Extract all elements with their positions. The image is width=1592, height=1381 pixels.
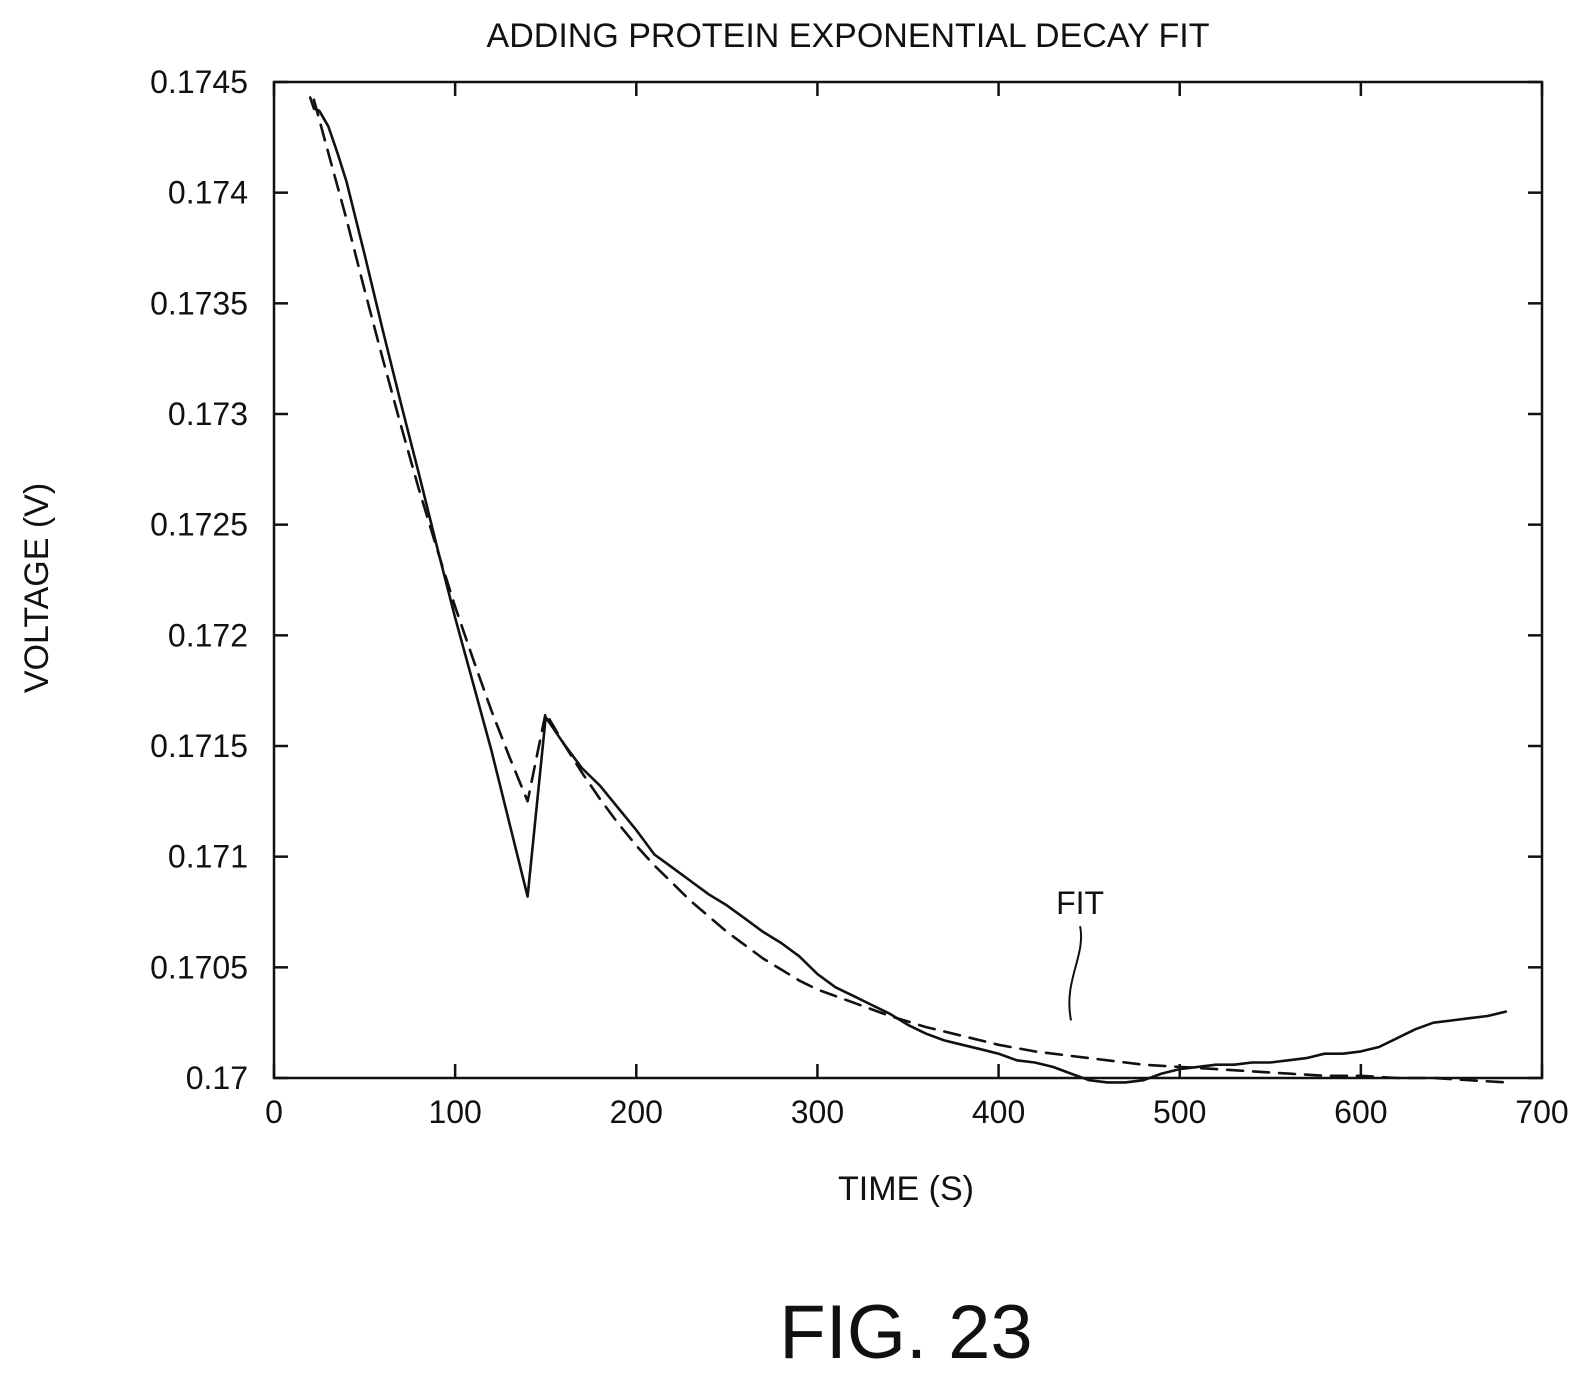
annotation-layer: FIT	[1056, 885, 1104, 1021]
x-tick-label: 300	[791, 1094, 844, 1130]
y-tick-label: 0.17	[186, 1060, 248, 1096]
y-tick-label: 0.1745	[150, 64, 248, 100]
x-axis-label: TIME (S)	[838, 1170, 974, 1208]
chart-title: ADDING PROTEIN EXPONENTIAL DECAY FIT	[487, 17, 1210, 55]
x-tick-label: 100	[428, 1094, 481, 1130]
y-tick-label: 0.1705	[150, 949, 248, 985]
figure-label: FIG. 23	[779, 1290, 1032, 1375]
x-tick-label: 200	[610, 1094, 663, 1130]
y-tick-label: 0.174	[168, 175, 248, 211]
fit-series-line	[312, 98, 1508, 1084]
y-tick-label: 0.172	[168, 617, 248, 653]
y-tick-label: 0.1715	[150, 728, 248, 764]
series-layer	[308, 96, 1508, 1084]
x-tick-label: 0	[265, 1094, 283, 1130]
x-tick-label: 700	[1515, 1094, 1568, 1130]
x-axis: 0 100 200 300 400 500 600 700	[265, 82, 1569, 1130]
plot-frame	[272, 80, 1544, 1080]
fit-leader-line	[1068, 926, 1083, 1021]
measured-series-line	[308, 96, 1508, 1084]
y-tick-label: 0.1735	[150, 285, 248, 321]
x-tick-label: 600	[1334, 1094, 1387, 1130]
y-tick-label: 0.171	[168, 839, 248, 875]
y-axis: 0.17 0.1705 0.171 0.1715 0.172 0.1725 0.173 0.1…	[150, 64, 1542, 1096]
y-tick-label: 0.173	[168, 396, 248, 432]
fit-annotation-label: FIT	[1056, 885, 1104, 921]
y-tick-label: 0.1725	[150, 507, 248, 543]
y-axis-label: VOLTAGE (V)	[18, 483, 56, 693]
x-tick-label: 400	[972, 1094, 1025, 1130]
x-tick-label: 500	[1153, 1094, 1206, 1130]
